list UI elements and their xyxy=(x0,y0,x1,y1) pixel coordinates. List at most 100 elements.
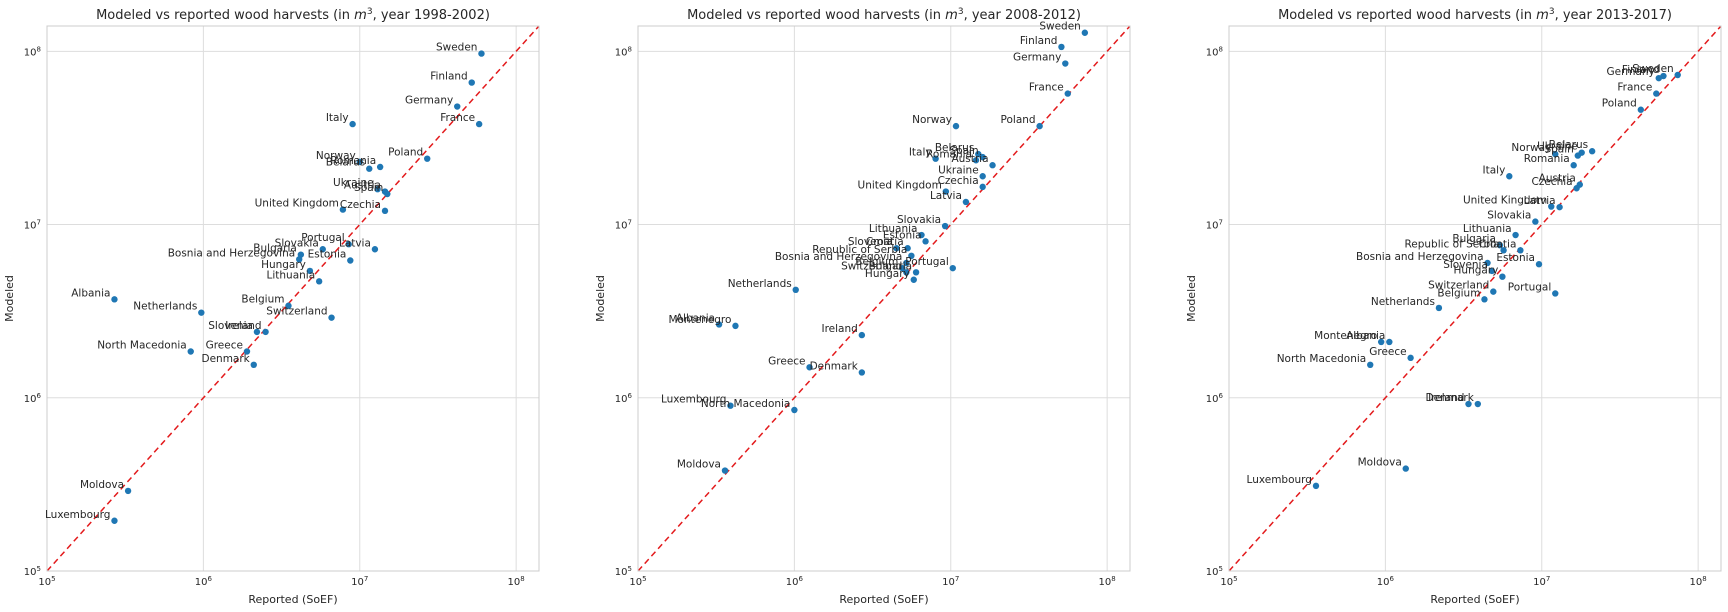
x-tick-label: 105 xyxy=(1220,575,1237,588)
data-point xyxy=(339,206,347,213)
data-point xyxy=(376,163,384,171)
data-point xyxy=(1512,231,1519,239)
data-point xyxy=(124,487,132,495)
identity-line xyxy=(47,26,539,571)
data-point xyxy=(1058,43,1065,51)
data-point xyxy=(356,158,363,166)
data-point xyxy=(1036,122,1043,130)
y-tick-exponent: 7 xyxy=(37,219,41,227)
data-point xyxy=(1435,304,1443,312)
chart-title-unit-exponent: 3 xyxy=(367,7,373,17)
data-point xyxy=(806,364,813,371)
point-label: Ireland xyxy=(822,323,858,335)
y-tick-exponent: 8 xyxy=(37,45,41,53)
data-point xyxy=(1474,400,1482,408)
point-label: Poland xyxy=(1001,114,1036,126)
point-label: Czechia xyxy=(938,175,979,187)
y-tick-base: 10 xyxy=(1206,567,1219,578)
chart-title-prefix: Modeled vs reported wood harvests (in xyxy=(96,8,354,23)
data-point xyxy=(1064,90,1071,97)
data-point xyxy=(468,79,475,86)
point-label: Germany xyxy=(1607,66,1655,78)
point-label: Ukraine xyxy=(1537,141,1578,153)
point-label: Moldova xyxy=(677,459,721,471)
x-tick-label: 105 xyxy=(38,575,55,588)
data-point xyxy=(1573,185,1580,192)
point-label: Belarus xyxy=(935,142,974,154)
point-label: Estonia xyxy=(883,229,922,241)
point-label: Luxembourg xyxy=(45,509,110,521)
point-label: United Kingdom xyxy=(858,180,942,192)
x-tick-exponent: 6 xyxy=(799,575,804,583)
point-label: Spain xyxy=(1544,144,1573,156)
x-tick-base: 10 xyxy=(195,577,208,588)
point-label: Switzerland xyxy=(1428,280,1489,292)
y-tick-exponent: 8 xyxy=(1219,45,1223,53)
y-tick-label: 107 xyxy=(615,219,632,232)
y-tick-base: 10 xyxy=(615,567,628,578)
axes-frame xyxy=(637,25,1131,572)
data-point xyxy=(1556,203,1563,211)
data-point xyxy=(792,286,799,294)
point-label: Finland xyxy=(430,71,468,83)
data-point xyxy=(1367,361,1374,369)
point-label: Spain xyxy=(354,182,383,194)
point-label: Ireland xyxy=(1428,392,1464,404)
data-point xyxy=(1312,482,1320,490)
point-label: Austria xyxy=(344,180,381,192)
x-axis-label: Reported (SoEF) xyxy=(248,593,337,606)
data-point xyxy=(791,406,798,414)
point-label: Hungary xyxy=(1454,265,1499,277)
data-point xyxy=(732,322,739,330)
y-tick-label: 108 xyxy=(1206,45,1223,58)
y-tick-exponent: 7 xyxy=(1219,219,1223,227)
y-tick-base: 10 xyxy=(24,394,37,405)
data-point xyxy=(1655,74,1662,82)
data-point xyxy=(1674,71,1681,79)
x-tick-exponent: 8 xyxy=(520,575,524,583)
point-label: Austria xyxy=(1539,173,1576,185)
data-point xyxy=(1517,247,1524,254)
x-tick-exponent: 5 xyxy=(1233,575,1237,583)
point-label: North Macedonia xyxy=(97,339,187,351)
data-point xyxy=(1535,261,1543,268)
data-point xyxy=(972,157,980,164)
y-tick-base: 10 xyxy=(24,567,37,578)
data-point xyxy=(371,246,379,253)
y-axis-label: Modeled xyxy=(3,275,16,322)
point-label: France xyxy=(440,112,475,124)
y-tick-exponent: 6 xyxy=(1219,392,1224,400)
point-label: Norway xyxy=(316,150,356,162)
x-tick-label: 108 xyxy=(1690,575,1707,588)
data-point xyxy=(1386,338,1393,346)
point-label: Belgium xyxy=(241,294,284,306)
data-point xyxy=(319,246,326,253)
point-label: Ireland xyxy=(225,320,261,332)
data-point xyxy=(345,241,352,248)
point-label: Netherlands xyxy=(133,301,197,313)
point-label: Greece xyxy=(206,339,243,351)
y-tick-base: 10 xyxy=(615,394,628,405)
x-tick-base: 10 xyxy=(508,577,521,588)
y-tick-label: 106 xyxy=(615,392,633,405)
y-tick-exponent: 8 xyxy=(628,45,632,53)
y-tick-base: 10 xyxy=(615,47,628,58)
point-label: Montenegro xyxy=(668,314,731,326)
axes-frame xyxy=(1228,25,1722,572)
point-label: Portugal xyxy=(905,256,949,268)
point-label: Montenegro xyxy=(1314,330,1377,342)
data-point xyxy=(962,198,970,206)
point-label: Luxembourg xyxy=(661,394,726,406)
point-label: Lithuania xyxy=(267,269,316,281)
data-point xyxy=(1465,400,1472,408)
x-tick-exponent: 7 xyxy=(955,575,959,583)
data-point xyxy=(904,245,911,252)
y-tick-label: 108 xyxy=(24,45,41,58)
data-point xyxy=(893,245,900,252)
data-point xyxy=(858,331,866,339)
data-point xyxy=(908,252,915,260)
point-label: Bosnia and Herzegovina xyxy=(775,251,903,263)
